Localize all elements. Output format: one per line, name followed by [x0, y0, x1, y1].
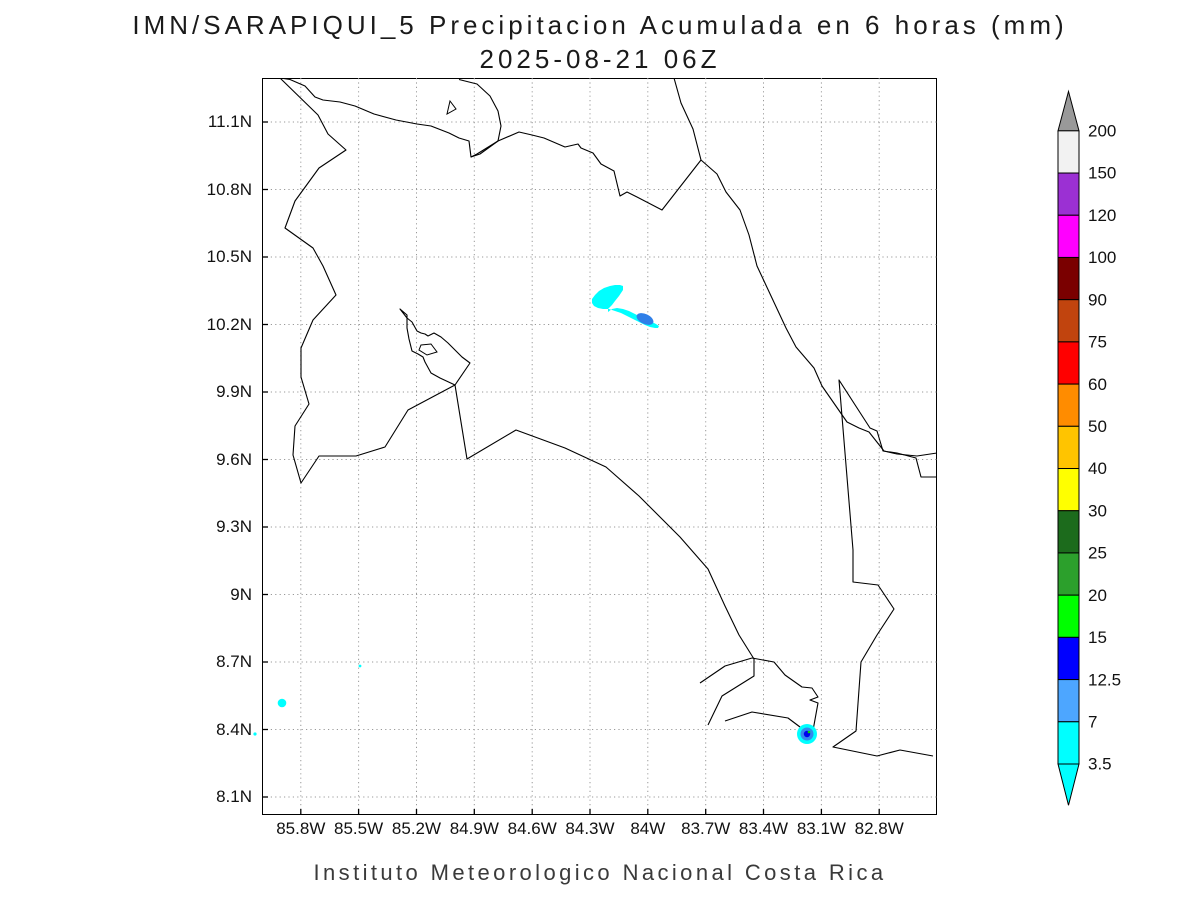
svg-text:100: 100 — [1088, 248, 1116, 267]
svg-text:7: 7 — [1088, 713, 1097, 732]
svg-text:60: 60 — [1088, 375, 1107, 394]
svg-text:150: 150 — [1088, 164, 1116, 183]
svg-text:15: 15 — [1088, 628, 1107, 647]
svg-text:25: 25 — [1088, 544, 1107, 563]
svg-text:12.5: 12.5 — [1088, 670, 1121, 689]
svg-text:40: 40 — [1088, 459, 1107, 478]
svg-text:20: 20 — [1088, 586, 1107, 605]
svg-text:3.5: 3.5 — [1088, 755, 1112, 774]
svg-text:90: 90 — [1088, 290, 1107, 309]
svg-text:30: 30 — [1088, 501, 1107, 520]
svg-text:200: 200 — [1088, 122, 1116, 141]
svg-text:120: 120 — [1088, 206, 1116, 225]
svg-text:50: 50 — [1088, 417, 1107, 436]
svg-text:75: 75 — [1088, 333, 1107, 352]
